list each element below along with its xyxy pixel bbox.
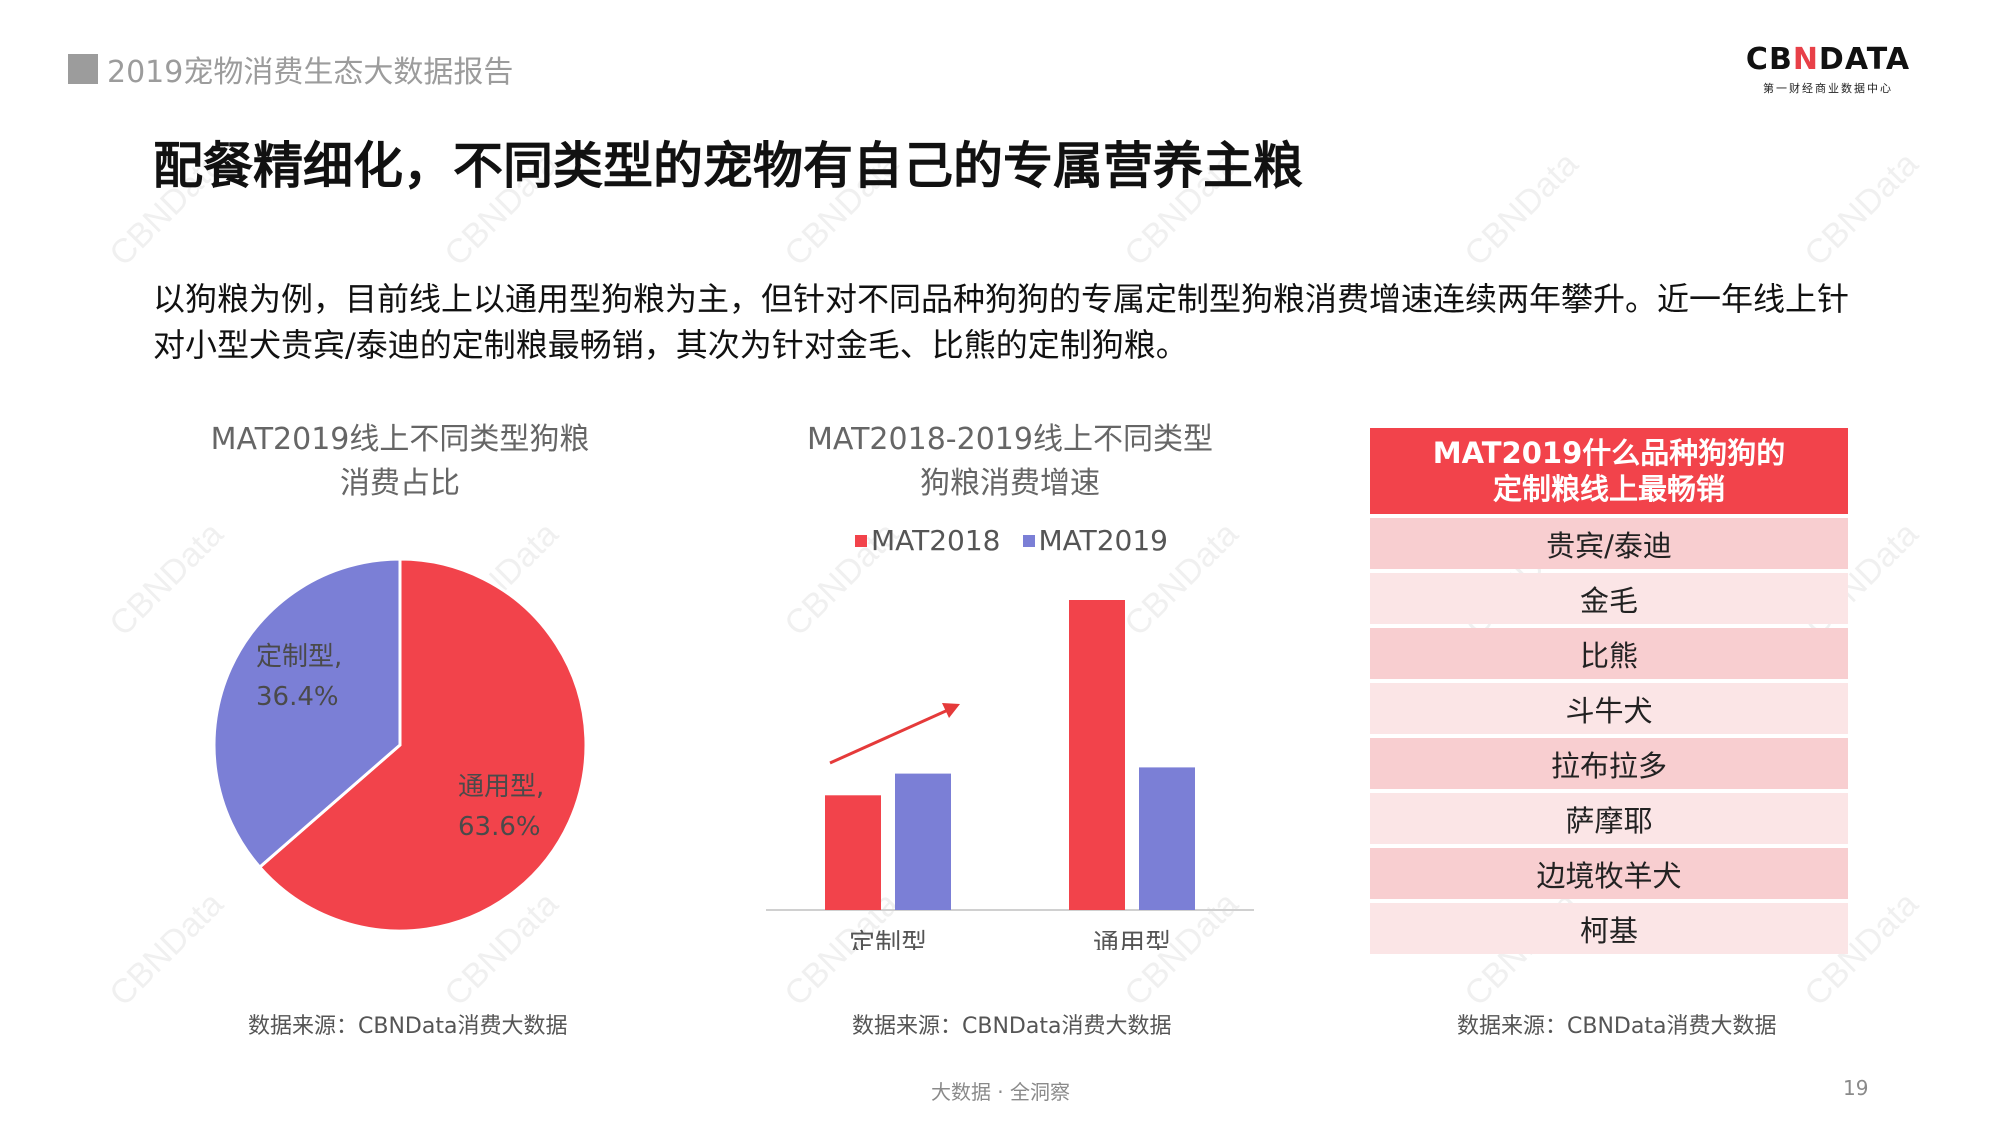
- logo-text-left: CB: [1745, 42, 1793, 77]
- ranking-header-line1: MAT2019什么品种狗狗的: [1432, 436, 1786, 470]
- report-title: 2019宠物消费生态大数据报告: [107, 55, 514, 90]
- page-number: 19: [1843, 1076, 1869, 1100]
- ranking-row: 贵宾/泰迪: [1370, 518, 1848, 569]
- bar-mat2018-custom: [825, 795, 881, 910]
- legend-swatch-mat2018: [855, 534, 867, 547]
- ranking-row: 比熊: [1370, 628, 1848, 679]
- x-tick-label: 定制型: [849, 929, 927, 950]
- pie-label-general-value: 63.6%: [458, 812, 541, 842]
- trend-arrow-line: [829, 708, 949, 765]
- trend-arrow-head: [942, 703, 960, 718]
- ranking-row: 柯基: [1370, 903, 1848, 954]
- pie-label-custom-value: 36.4%: [256, 682, 339, 712]
- legend-label-mat2018: MAT2018: [871, 524, 1001, 557]
- report-tag-square: [68, 54, 98, 84]
- cbndata-logo: CBNDATA 第一财经商业数据中心: [1738, 42, 1918, 96]
- bar-mat2019-custom: [895, 773, 951, 910]
- bar-title-line1: MAT2018-2019线上不同类型: [807, 422, 1213, 457]
- ranking-row: 斗牛犬: [1370, 683, 1848, 734]
- ranking-table: MAT2019什么品种狗狗的 定制粮线上最畅销 贵宾/泰迪 金毛 比熊 斗牛犬 拉布拉多…: [1370, 428, 1848, 954]
- logo-text-right: DATA: [1818, 42, 1911, 77]
- bar-legend: MAT2018 MAT2019: [855, 524, 1190, 557]
- pie-label-custom: 定制型, 36.4%: [256, 637, 342, 717]
- legend-label-mat2019: MAT2019: [1038, 524, 1169, 557]
- watermark-text: CBNData: [1457, 144, 1586, 274]
- ranking-row: 萨摩耶: [1370, 793, 1848, 844]
- logo-subtitle: 第一财经商业数据中心: [1763, 82, 1893, 95]
- x-tick-label: 通用型: [1093, 929, 1171, 950]
- footer-tagline: 大数据 · 全洞察: [930, 1080, 1071, 1104]
- bar-mat2018-general: [1069, 600, 1125, 910]
- legend-item-mat2019: MAT2019: [1022, 524, 1169, 557]
- pie-label-general-name: 通用型,: [458, 772, 545, 802]
- ranking-header-line2: 定制粮线上最畅销: [1492, 472, 1725, 506]
- description: 以狗粮为例，目前线上以通用型狗粮为主，但针对不同品种狗狗的专属定制型狗粮消费增速…: [153, 280, 1850, 364]
- ranking-rows: 贵宾/泰迪 金毛 比熊 斗牛犬 拉布拉多 萨摩耶 边境牧羊犬 柯基: [1370, 518, 1848, 954]
- bar-mat2019-general: [1139, 767, 1195, 910]
- pie-slice-custom: [212, 557, 402, 870]
- pie-chart-title: MAT2019线上不同类型狗粮 消费占比: [160, 418, 640, 506]
- page-title: 配餐精细化，不同类型的宠物有自己的专属营养主粮: [153, 137, 1303, 195]
- bar-source: 数据来源：CBNData消费大数据: [852, 1014, 1172, 1039]
- bar-title-line2: 狗粮消费增速: [920, 466, 1100, 501]
- bar-chart: 定制型 通用型: [766, 600, 1254, 950]
- pie-source: 数据来源：CBNData消费大数据: [248, 1014, 568, 1039]
- pie-label-general: 通用型, 63.6%: [458, 767, 544, 847]
- ranking-row: 金毛: [1370, 573, 1848, 624]
- report-tag: 2019宠物消费生态大数据报告: [68, 47, 513, 91]
- ranking-source: 数据来源：CBNData消费大数据: [1457, 1014, 1777, 1039]
- pie-title-line1: MAT2019线上不同类型狗粮: [210, 422, 590, 457]
- logo-text-mark: N: [1792, 42, 1819, 77]
- pie-slice-general: [257, 557, 588, 933]
- watermark-text: CBNData: [1797, 144, 1926, 274]
- ranking-header: MAT2019什么品种狗狗的 定制粮线上最畅销: [1370, 428, 1848, 514]
- pie-chart: [212, 557, 588, 933]
- bar-chart-title: MAT2018-2019线上不同类型 狗粮消费增速: [770, 418, 1250, 506]
- legend-item-mat2018: MAT2018: [855, 524, 1001, 557]
- pie-title-line2: 消费占比: [340, 466, 460, 501]
- ranking-row: 边境牧羊犬: [1370, 848, 1848, 899]
- ranking-row: 拉布拉多: [1370, 738, 1848, 789]
- legend-swatch-mat2019: [1022, 534, 1035, 547]
- pie-label-custom-name: 定制型,: [256, 642, 343, 672]
